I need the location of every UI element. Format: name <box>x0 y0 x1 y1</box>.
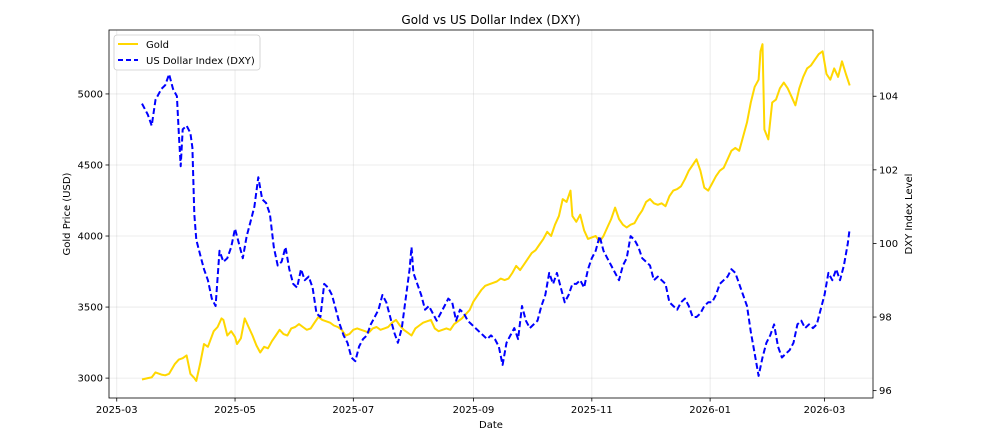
y-right-tick-label: 102 <box>879 165 898 176</box>
y-right-tick-label: 96 <box>879 386 892 397</box>
legend-box <box>113 34 261 71</box>
x-axis: 2025-03 2025-05 2025-07 2025-09 2025-11 2026-… <box>96 398 846 416</box>
right-y-axis-label: DXY Index Level <box>904 174 915 255</box>
x-tick-label: 2025-05 <box>214 405 256 416</box>
grid <box>109 30 873 398</box>
x-axis-label: Date <box>479 420 503 431</box>
x-tick-label: 2025-07 <box>332 405 374 416</box>
gold-series-line <box>141 43 851 382</box>
left-y-axis-label: Gold Price (USD) <box>62 172 73 255</box>
legend-gold-label: Gold <box>146 40 169 51</box>
dxy-series-line <box>141 73 851 377</box>
y-left-tick-label: 4500 <box>78 160 103 171</box>
x-tick-label: 2025-11 <box>571 405 613 416</box>
legend-dxy-label: US Dollar Index (DXY) <box>146 56 255 67</box>
legend: Gold US Dollar Index (DXY) <box>113 34 261 71</box>
y-left-tick-label: 4000 <box>78 232 103 243</box>
plot-frame <box>108 29 874 399</box>
x-tick-label: 2026-03 <box>804 405 846 416</box>
series-layer <box>141 43 851 382</box>
y-left-tick-label: 3000 <box>78 374 103 385</box>
y-left-tick-label: 5000 <box>78 89 103 100</box>
right-y-axis: 96 98 100 102 104 <box>873 92 898 397</box>
x-tick-label: 2025-03 <box>96 405 138 416</box>
y-right-tick-label: 100 <box>879 239 898 250</box>
x-tick-label: 2025-09 <box>453 405 495 416</box>
y-right-tick-label: 98 <box>879 313 892 324</box>
y-left-tick-label: 3500 <box>78 303 103 314</box>
chart-title: Gold vs US Dollar Index (DXY) <box>401 13 580 27</box>
x-tick-label: 2026-01 <box>689 405 731 416</box>
left-y-axis: 3000 3500 4000 4500 5000 <box>78 89 109 385</box>
y-right-tick-label: 104 <box>879 92 898 103</box>
